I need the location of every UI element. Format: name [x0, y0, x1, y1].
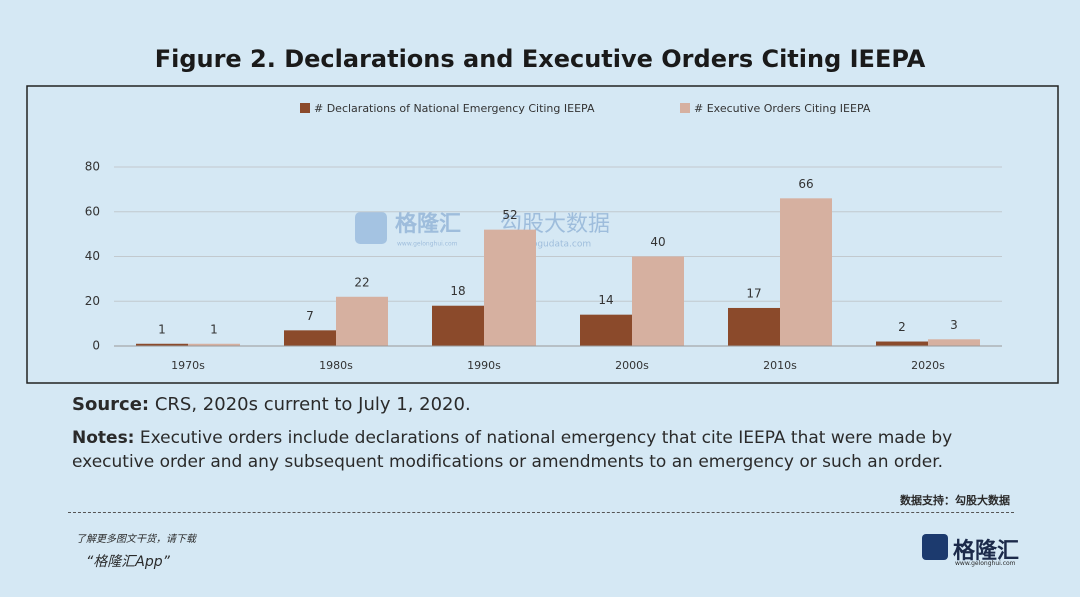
- watermark: 格隆汇 www.gelonghui.com 勾股大数据 www.gogudata…: [355, 211, 610, 250]
- bar: [876, 341, 928, 346]
- data-label: 7: [306, 309, 314, 323]
- y-tick-label: 20: [85, 294, 100, 308]
- y-tick-label: 0: [92, 339, 100, 353]
- data-credit: 数据支持：勾股大数据: [900, 494, 1010, 507]
- notes-label: Notes:: [72, 428, 135, 448]
- bar: [484, 229, 536, 346]
- data-label: 14: [598, 293, 613, 307]
- x-tick-label: 2000s: [615, 359, 649, 372]
- footer-logo: 格隆汇: [953, 539, 1020, 564]
- divider: [68, 512, 1014, 513]
- footer-logo-icon: [922, 534, 948, 560]
- data-label: 18: [450, 284, 465, 298]
- x-tick-label: 2020s: [911, 359, 945, 372]
- data-label: 1: [210, 322, 218, 336]
- bar: [632, 256, 684, 346]
- bar: [780, 198, 832, 346]
- data-label: 17: [746, 286, 761, 300]
- footer-logo-sub: www.gelonghui.com: [955, 560, 1016, 567]
- data-label: 52: [502, 208, 517, 222]
- notes-text: Executive orders include declarations of…: [72, 428, 953, 472]
- watermark-brand: 格隆汇: [395, 211, 461, 237]
- notes: Notes: Executive orders include declarat…: [72, 426, 992, 474]
- legend-label: # Declarations of National Emergency Cit…: [314, 102, 595, 115]
- footer-line2: “格隆汇App”: [86, 554, 170, 570]
- chart-title: Figure 2. Declarations and Executive Ord…: [155, 45, 926, 73]
- x-tick-label: 1980s: [319, 359, 353, 372]
- bar: [336, 296, 388, 346]
- bar: [432, 305, 484, 346]
- data-label: 3: [950, 318, 958, 332]
- source-label: Source:: [72, 394, 150, 415]
- bar: [728, 307, 780, 346]
- bar: [136, 343, 188, 346]
- legend-swatch: [680, 103, 690, 113]
- y-tick-label: 40: [85, 249, 100, 263]
- watermark-icon: [355, 212, 387, 244]
- bar: [284, 330, 336, 346]
- source: Source: CRS, 2020s current to July 1, 20…: [72, 394, 471, 415]
- y-tick-label: 60: [85, 204, 100, 218]
- legend-swatch: [300, 103, 310, 113]
- x-tick-label: 1970s: [171, 359, 205, 372]
- watermark-partner-sub: www.gogudata.com: [502, 240, 591, 250]
- bar: [928, 339, 980, 346]
- data-label: 40: [650, 235, 665, 249]
- chart-frame: [26, 85, 1059, 384]
- y-tick-label: 80: [85, 160, 100, 174]
- source-text: CRS, 2020s current to July 1, 2020.: [154, 394, 471, 415]
- bar: [188, 343, 240, 346]
- watermark-brand-sub: www.gelonghui.com: [397, 241, 458, 248]
- data-label: 1: [158, 322, 166, 336]
- legend-label: # Executive Orders Citing IEEPA: [694, 102, 871, 115]
- x-tick-label: 1990s: [467, 359, 501, 372]
- bar: [580, 314, 632, 346]
- data-label: 2: [898, 320, 906, 334]
- footer-line1: 了解更多图文干货，请下载: [76, 534, 196, 545]
- data-label: 66: [798, 177, 813, 191]
- x-tick-label: 2010s: [763, 359, 797, 372]
- data-label: 22: [354, 275, 369, 289]
